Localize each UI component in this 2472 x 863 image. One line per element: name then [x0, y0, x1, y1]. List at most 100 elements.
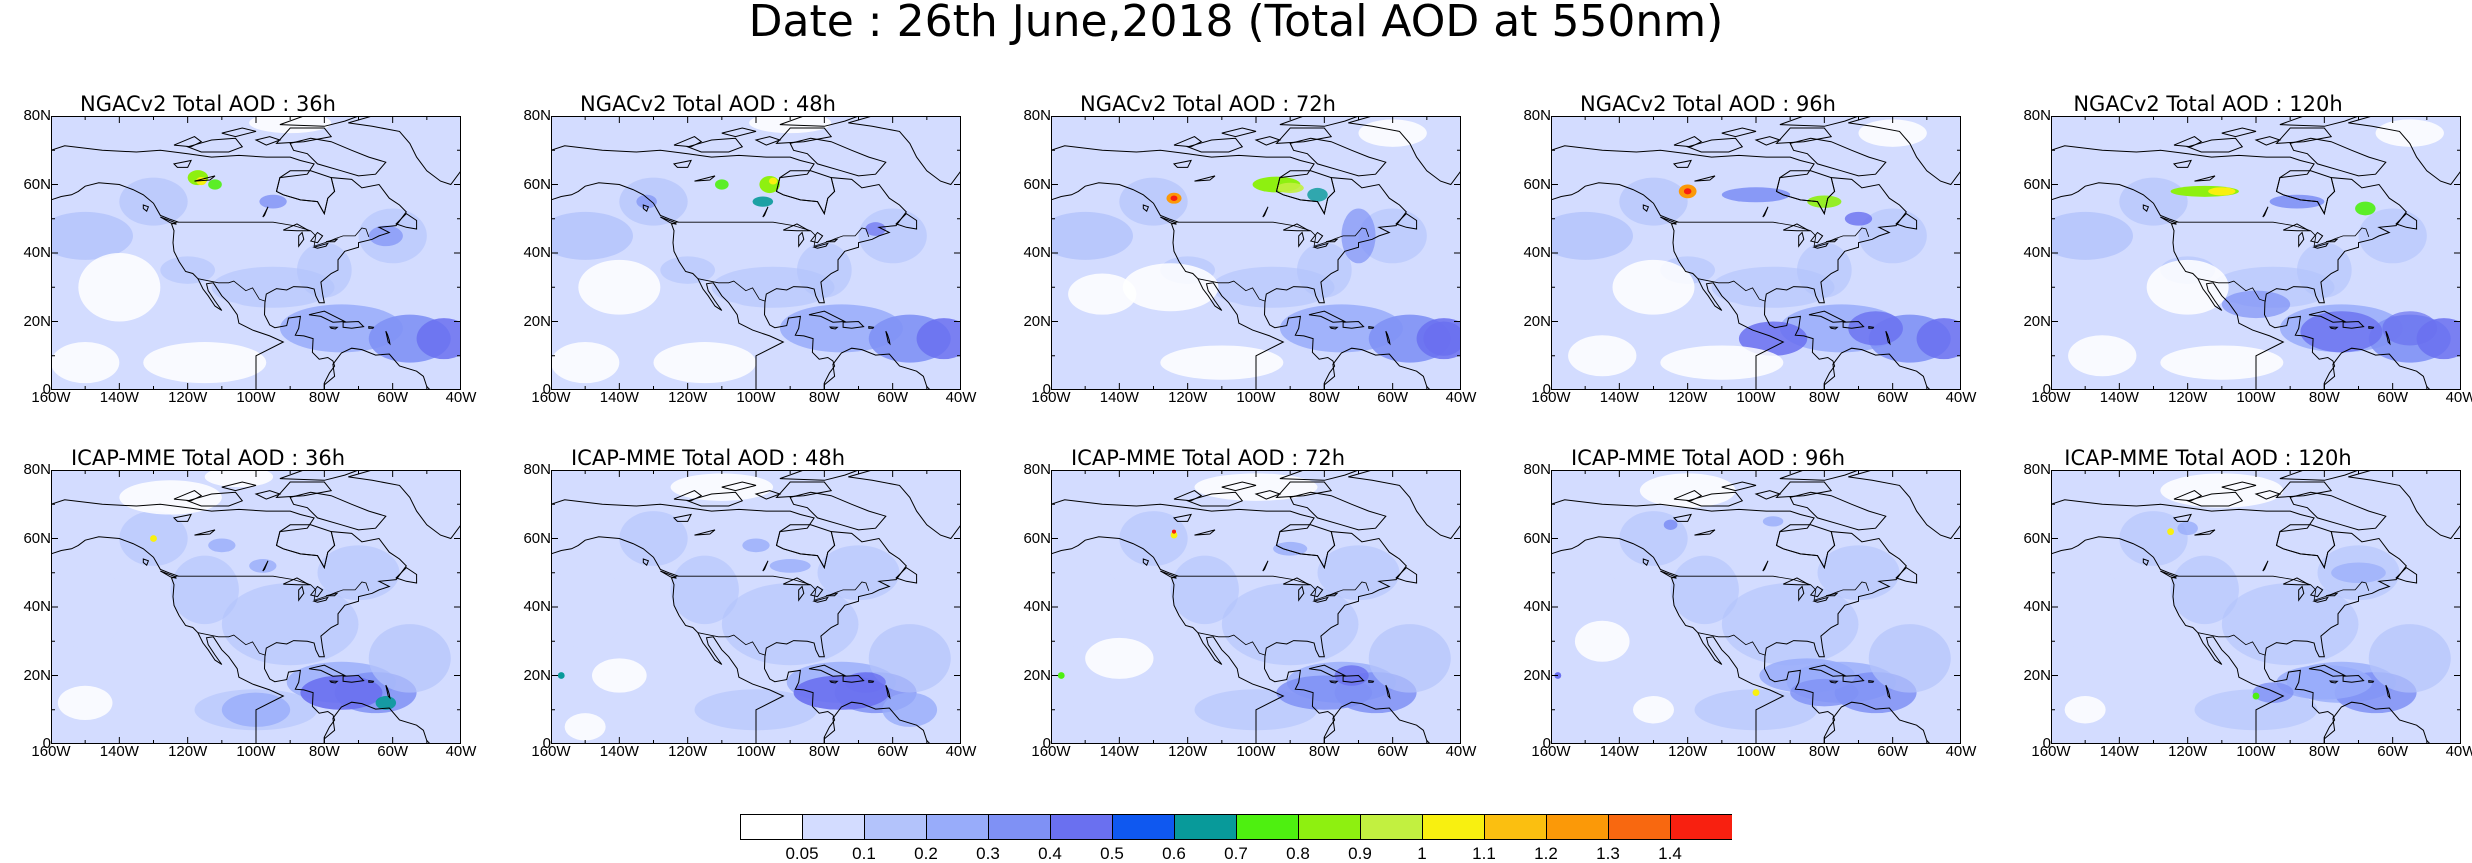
map-ticks — [51, 116, 461, 390]
longitude-label: 80W — [1308, 389, 1340, 406]
us-mexico-border — [197, 278, 266, 302]
latitude-label: 0 — [2042, 381, 2051, 398]
panel-title: NGACv2 Total AOD : 36h — [80, 92, 336, 116]
longitude-label: 40W — [1445, 389, 1477, 406]
aod-field — [297, 242, 352, 298]
aod-field — [768, 177, 778, 185]
aod-map — [2051, 470, 2461, 744]
aod-field — [1797, 242, 1852, 298]
figure-title: Date : 26th June,2018 (Total AOD at 550n… — [748, 0, 1724, 47]
aod-field — [844, 672, 886, 693]
latitude-label: 80N — [1023, 107, 1051, 124]
colorbar-swatch — [1422, 814, 1485, 840]
colorbar-swatch — [1360, 814, 1423, 840]
aod-field — [742, 538, 770, 553]
latitude-label: 80N — [2023, 461, 2051, 478]
aod-map — [1551, 116, 1961, 390]
map-panel: NGACv2 Total AOD : 120h 80N 60N 40N 20N 0 160W… — [2003, 92, 2472, 406]
longitude-label: 60W — [1377, 389, 1409, 406]
us-canada-border — [1677, 221, 1870, 247]
map-ticks — [1551, 116, 1961, 390]
aod-field — [1170, 555, 1239, 625]
latitude-label: 0 — [1042, 381, 1051, 398]
aod-field — [1844, 211, 1873, 226]
colorbar-tick-label: 1.3 — [1596, 844, 1620, 863]
low-aod-area — [551, 342, 620, 384]
aod-field — [300, 675, 383, 710]
low-aod-area — [1085, 637, 1154, 679]
longitude-label: 100W — [236, 743, 276, 760]
latitude-label: 0 — [1042, 735, 1051, 752]
us-canada-border — [177, 575, 370, 601]
aod-field — [375, 696, 397, 710]
low-aod-area — [1633, 696, 1674, 724]
map-panel: NGACv2 Total AOD : 96h 80N 60N 40N 20N 0 160W 1… — [1503, 92, 1976, 406]
latitude-label: 80N — [523, 107, 551, 124]
longitude-label: 60W — [2377, 389, 2409, 406]
map-ticks — [51, 470, 461, 744]
aod-field — [1762, 516, 1784, 527]
aod-field — [2221, 290, 2291, 319]
aod-field — [2177, 521, 2198, 536]
longitude-label: 120W — [1668, 389, 1708, 406]
low-aod-area — [592, 658, 647, 693]
longitude-label: 120W — [668, 389, 708, 406]
longitude-label: 120W — [168, 389, 208, 406]
latitude-label: 20N — [1523, 312, 1551, 330]
aod-field — [1551, 211, 1633, 260]
panel-title: NGACv2 Total AOD : 120h — [2073, 92, 2343, 116]
us-canada-border — [677, 221, 870, 247]
aod-field — [2119, 511, 2188, 566]
colorbar-tick-label: 1.2 — [1534, 844, 1558, 863]
aod-field — [119, 177, 188, 226]
low-aod-area — [1122, 263, 1219, 312]
longitude-label: 100W — [736, 389, 776, 406]
aod-field — [1358, 208, 1427, 264]
aod-field — [2252, 682, 2294, 703]
aod-field — [1868, 624, 1951, 693]
map-panel: NGACv2 Total AOD : 36h 80N 60N 40N 20N 0 160W 1… — [3, 92, 476, 406]
colorbar-swatch — [740, 814, 803, 840]
map-ticks — [1051, 116, 1461, 390]
colorbar-swatch — [926, 814, 989, 840]
aod-field — [1683, 188, 1692, 195]
aod-field — [1848, 311, 1903, 346]
colorbar-tick-label: 0.2 — [914, 844, 938, 863]
latitude-label: 40N — [2023, 598, 2051, 615]
aod-field — [2297, 242, 2352, 298]
longitude-label: 160W — [531, 389, 571, 406]
low-aod-area — [1660, 345, 1784, 380]
aod-field — [752, 196, 774, 207]
aod-field — [882, 692, 938, 727]
aod-map — [1051, 116, 1461, 390]
us-canada-border — [2177, 575, 2370, 601]
latitude-label: 60N — [2023, 175, 2051, 193]
map-ticks — [2051, 116, 2461, 390]
panel-title: ICAP-MME Total AOD : 96h — [1570, 446, 1846, 470]
latitude-label: 20N — [2023, 312, 2051, 330]
aod-field — [208, 179, 222, 190]
longitude-label: 160W — [2031, 389, 2071, 406]
low-aod-area — [2375, 119, 2444, 147]
latitude-label: 20N — [1023, 666, 1051, 684]
colorbar-tick-label: 0.3 — [976, 844, 1000, 863]
longitude-label: 120W — [1668, 743, 1708, 760]
latitude-label: 20N — [2023, 666, 2051, 684]
longitude-label: 60W — [877, 389, 909, 406]
colorbar-swatch — [988, 814, 1051, 840]
longitude-label: 60W — [877, 743, 909, 760]
aod-field — [1368, 624, 1451, 693]
longitude-label: 100W — [1736, 743, 1776, 760]
latitude-label: 20N — [523, 312, 551, 330]
latitude-label: 80N — [1523, 461, 1551, 478]
aod-field — [1670, 555, 1739, 625]
aod-field — [150, 535, 157, 542]
aod-field — [1619, 177, 1688, 226]
aod-field — [2167, 528, 2174, 536]
aod-map — [2051, 116, 2461, 390]
longitude-label: 140W — [2099, 743, 2139, 760]
longitude-label: 100W — [736, 743, 776, 760]
us-mexico-border — [697, 278, 766, 302]
longitude-label: 60W — [1377, 743, 1409, 760]
map-ticks — [551, 116, 961, 390]
